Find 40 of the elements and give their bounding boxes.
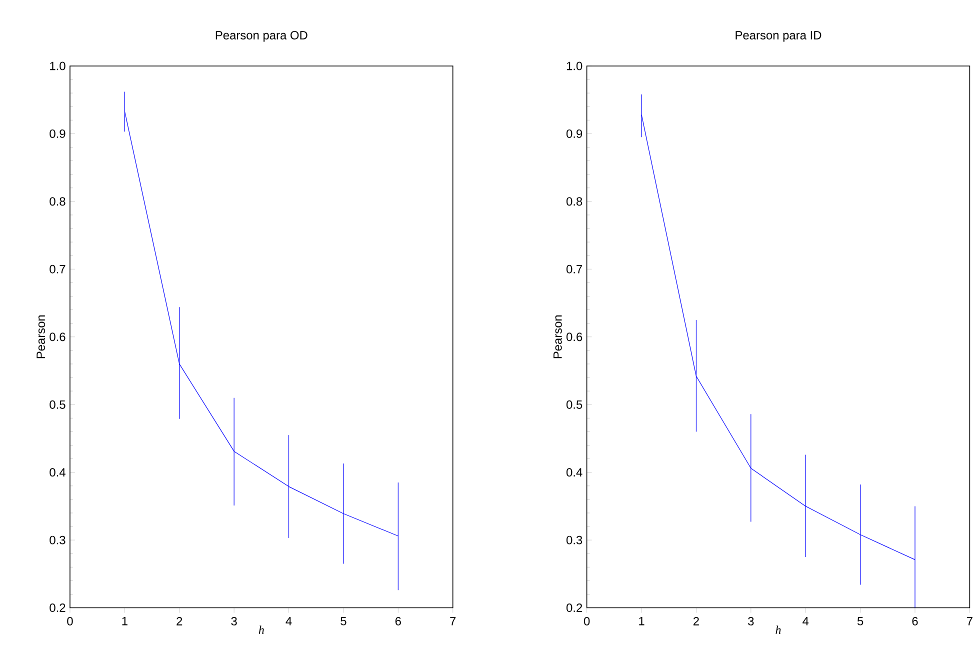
y-tick-label: 1.0 xyxy=(50,62,66,70)
x-tick-label: 5 xyxy=(857,617,864,626)
x-tick-label: 3 xyxy=(748,617,754,626)
x-tick-label: 7 xyxy=(450,617,456,626)
chart-title: Pearson para ID xyxy=(736,31,822,42)
x-tick-label: 2 xyxy=(176,617,182,626)
x-tick-label: 6 xyxy=(912,617,918,626)
y-tick-label: 0.6 xyxy=(566,332,582,342)
y-tick-label: 0.9 xyxy=(50,130,66,138)
x-tick-label: 3 xyxy=(231,617,237,626)
y-tick-label: 0.5 xyxy=(566,400,582,409)
x-tick-label: 6 xyxy=(395,617,401,626)
y-axis-title: Pearson xyxy=(36,316,46,358)
y-tick-label: 0.7 xyxy=(50,265,66,274)
x-axis-title: h xyxy=(258,626,264,634)
y-tick-label: 0.8 xyxy=(566,197,582,206)
x-axis-title: h xyxy=(776,626,781,634)
y-tick-label: 1.0 xyxy=(566,62,582,70)
x-tick-label: 0 xyxy=(584,617,590,626)
y-tick-label: 0.6 xyxy=(50,332,66,342)
y-tick-label: 0.8 xyxy=(50,197,66,206)
x-tick-label: 7 xyxy=(966,617,972,626)
y-tick-label: 0.5 xyxy=(50,400,66,409)
x-tick-label: 5 xyxy=(340,617,346,626)
y-tick-label: 0.2 xyxy=(50,604,66,612)
x-tick-label: 4 xyxy=(286,617,292,626)
chart-title: Pearson para OD xyxy=(216,31,308,42)
x-tick-label: 1 xyxy=(122,617,128,626)
x-tick-label: 2 xyxy=(693,617,699,626)
y-tick-label: 0.3 xyxy=(566,536,582,544)
y-tick-label: 0.4 xyxy=(566,468,582,477)
x-tick-label: 1 xyxy=(639,617,644,626)
y-tick-label: 0.3 xyxy=(50,536,66,544)
y-tick-label: 0.7 xyxy=(566,265,582,274)
y-axis-title: Pearson xyxy=(554,316,562,358)
y-tick-label: 0.4 xyxy=(50,468,66,477)
x-tick-label: 4 xyxy=(802,617,809,626)
x-tick-label: 0 xyxy=(67,617,73,626)
y-tick-label: 0.2 xyxy=(566,604,582,612)
y-tick-label: 0.9 xyxy=(566,130,582,138)
